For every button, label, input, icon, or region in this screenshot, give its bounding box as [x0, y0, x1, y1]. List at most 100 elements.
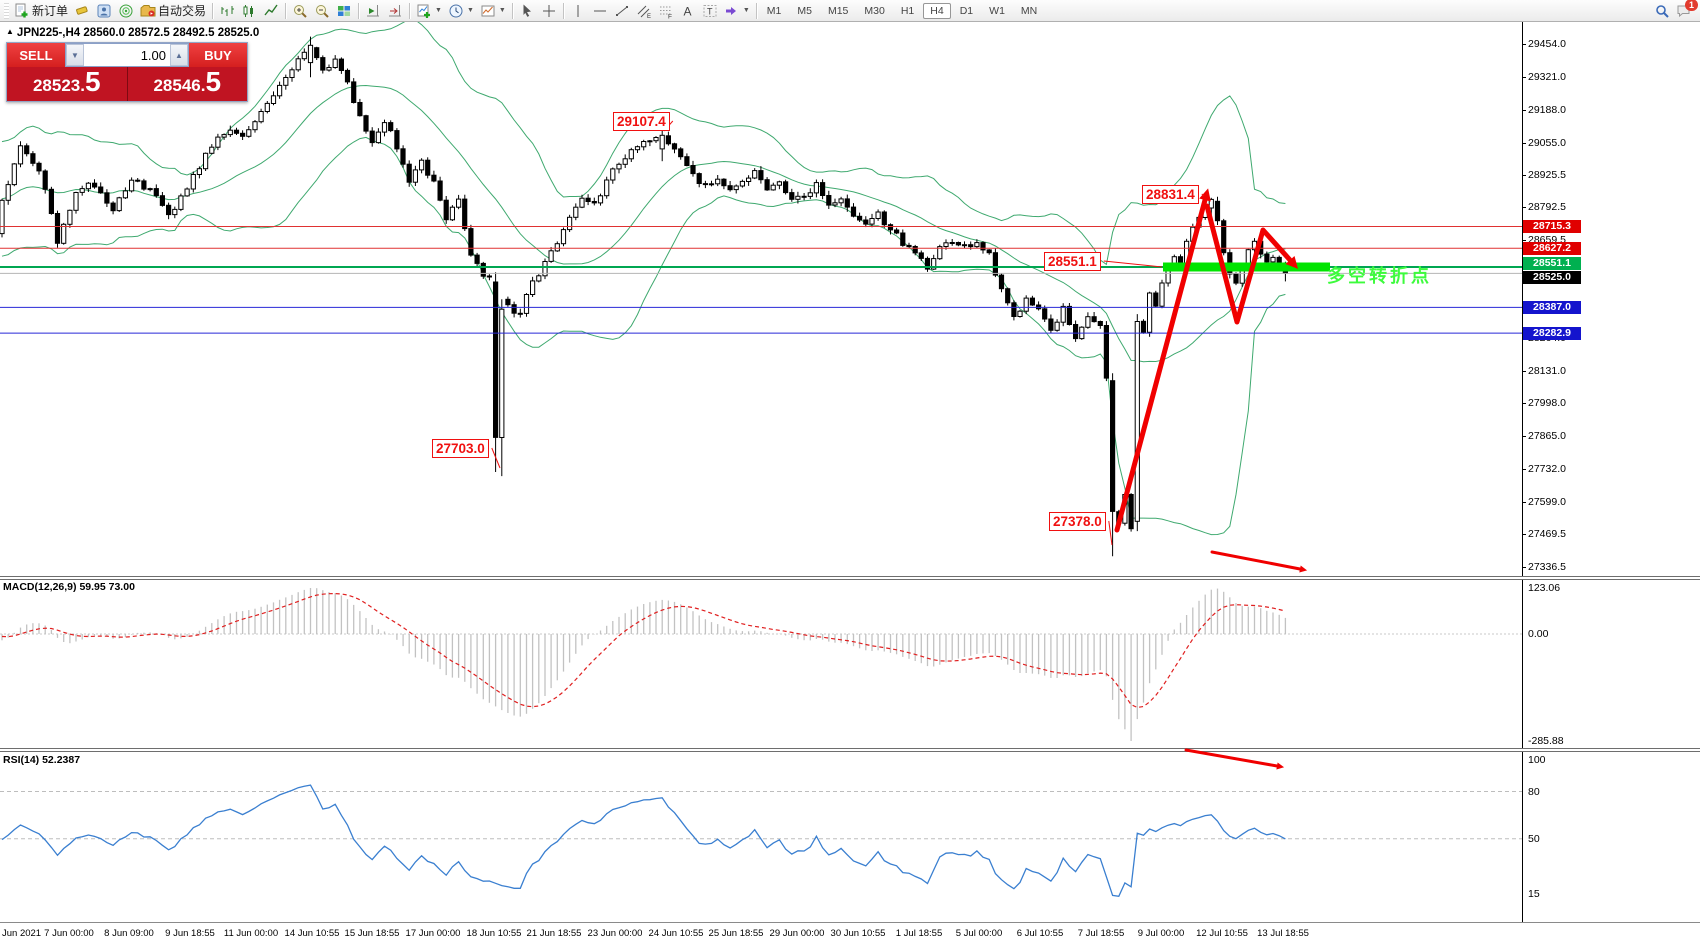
- time-tick-label: 25 Jun 18:55: [708, 928, 764, 939]
- eraser-icon: [76, 5, 88, 15]
- macd-histogram[interactable]: [1, 588, 1287, 741]
- autotrading-label: 自动交易: [158, 4, 207, 18]
- templates-button[interactable]: ▼: [477, 1, 509, 21]
- crosshair-tool[interactable]: [538, 1, 560, 21]
- rsi-scale-label: 50: [1528, 832, 1540, 845]
- market-watch-button[interactable]: [71, 1, 93, 21]
- time-tick-label: 30 Jun 10:55: [830, 928, 886, 939]
- vertical-line-tool[interactable]: [567, 1, 589, 21]
- price-callout[interactable]: 29107.4: [613, 112, 670, 131]
- indicators-icon: [417, 4, 431, 18]
- horizontal-level-lines[interactable]: [0, 226, 1522, 334]
- price-callout[interactable]: 27703.0: [432, 439, 489, 458]
- sell-price[interactable]: 28523. 5: [7, 67, 127, 101]
- candlestick-chart-button[interactable]: [238, 1, 260, 21]
- zoom-out-button[interactable]: [311, 1, 333, 21]
- price-tick-label: 28792.5: [1528, 201, 1566, 213]
- notifications-button[interactable]: 1: [1676, 0, 1698, 19]
- new-order-button[interactable]: 新订单: [11, 1, 71, 21]
- buy-button[interactable]: BUY: [189, 43, 247, 67]
- toolbar: 新订单 自动交易 ▼ ▼ ▼ E F A T ▼: [0, 0, 1700, 22]
- line-chart-icon: [264, 4, 278, 15]
- auto-scroll-button[interactable]: [362, 1, 384, 21]
- notification-count-badge: 1: [1684, 0, 1698, 11]
- timeframe-m30[interactable]: M30: [864, 4, 885, 17]
- price-callout[interactable]: 27378.0: [1049, 512, 1106, 531]
- equidistant-channel-tool[interactable]: E: [633, 1, 655, 21]
- axis-tick: [1522, 240, 1526, 241]
- text-label-icon: T: [703, 4, 717, 17]
- axis-tick: [1522, 77, 1526, 78]
- rsi-line[interactable]: [1, 784, 1286, 898]
- volume-increase-button[interactable]: ▲: [170, 44, 188, 66]
- chart-shift-icon: [389, 4, 402, 16]
- indicators-button[interactable]: ▼: [413, 1, 445, 21]
- price-callout[interactable]: 28551.1: [1044, 252, 1101, 271]
- tile-windows-button[interactable]: [333, 1, 355, 21]
- toolbar-grip[interactable]: [4, 2, 9, 19]
- timeframe-h4[interactable]: H4: [923, 2, 951, 19]
- timeframe-m5[interactable]: M5: [797, 4, 812, 17]
- price-tick-label: 27732.0: [1528, 463, 1566, 475]
- text-tool[interactable]: A: [677, 1, 699, 21]
- arrows-tool[interactable]: ▼: [721, 1, 753, 21]
- timeframe-w1[interactable]: W1: [989, 4, 1005, 17]
- price-level-badge: 28715.3: [1523, 220, 1581, 233]
- signal-button[interactable]: [115, 1, 137, 21]
- price-tick-label: 29188.0: [1528, 104, 1566, 116]
- chart-title: ▲ JPN225-,H4 28560.0 28572.5 28492.5 2852…: [6, 27, 260, 39]
- clock-icon: [449, 4, 463, 17]
- rsi-pane-canvas[interactable]: [0, 752, 1522, 922]
- bar-chart-button[interactable]: [216, 1, 238, 21]
- templates-icon: [481, 5, 495, 16]
- macd-signal-line[interactable]: [1, 592, 1286, 709]
- timeframe-d1[interactable]: D1: [959, 4, 974, 17]
- toolbar-separator: [562, 2, 564, 19]
- price-tick-label: 29321.0: [1528, 71, 1566, 83]
- periods-button[interactable]: ▼: [445, 1, 477, 21]
- timeframe-m1[interactable]: M1: [766, 4, 782, 17]
- horizontal-line-tool[interactable]: [589, 1, 611, 21]
- volume-input[interactable]: [84, 47, 170, 63]
- price-tick-label: 29055.0: [1528, 137, 1566, 149]
- price-level-badge: 28627.2: [1523, 242, 1581, 255]
- arrows-icon: [725, 6, 736, 15]
- turning-point-annotation[interactable]: 多空转折点: [1327, 266, 1432, 286]
- macd-scale-label: 123.06: [1528, 582, 1561, 594]
- sell-button[interactable]: SELL: [7, 43, 65, 67]
- autotrading-icon: [140, 4, 156, 16]
- chart-shift-button[interactable]: [384, 1, 406, 21]
- trendline-tool[interactable]: [611, 1, 633, 21]
- timeframe-m15[interactable]: M15: [827, 4, 849, 17]
- axis-tick: [1522, 110, 1526, 111]
- pane-divider-rsi[interactable]: [0, 748, 1700, 752]
- autotrading-button[interactable]: 自动交易: [137, 1, 209, 21]
- text-label-tool[interactable]: T: [699, 1, 721, 21]
- time-tick-label: 21 Jun 18:55: [526, 928, 582, 939]
- volume-decrease-button[interactable]: ▼: [66, 44, 84, 66]
- toolbar-separator: [409, 2, 411, 19]
- zoom-in-button[interactable]: [289, 1, 311, 21]
- price-callout[interactable]: 28831.4: [1142, 185, 1199, 204]
- profile-button[interactable]: [93, 1, 115, 21]
- collapse-triangle-icon[interactable]: ▲: [6, 27, 14, 36]
- main-chart-canvas[interactable]: [0, 22, 1522, 578]
- time-tick-label: 29 Jun 00:00: [769, 928, 825, 939]
- one-click-trade-panel: SELL ▼ ▲ BUY 28523.5 28546.5: [6, 42, 248, 102]
- rsi-label: RSI(14) 52.2387: [3, 754, 81, 766]
- line-chart-button[interactable]: [260, 1, 282, 21]
- dropdown-caret: ▼: [435, 7, 442, 14]
- timeframe-mn[interactable]: MN: [1020, 4, 1038, 17]
- axis-tick: [1522, 534, 1526, 535]
- axis-tick: [1522, 469, 1526, 470]
- timeframe-h1[interactable]: H1: [900, 4, 915, 17]
- search-icon[interactable]: [1654, 3, 1670, 19]
- fibonacci-tool[interactable]: F: [655, 1, 677, 21]
- macd-pane-canvas[interactable]: [0, 580, 1522, 750]
- pane-divider-macd[interactable]: [0, 576, 1700, 580]
- buy-price[interactable]: 28546. 5: [127, 67, 247, 101]
- axis-tick: [1522, 502, 1526, 503]
- cursor-tool[interactable]: [516, 1, 538, 21]
- time-axis[interactable]: Jun 2021 7 Jun 00:00 8 Jun 09:00 9 Jun 18:5…: [0, 922, 1700, 945]
- price-level-badge: 28387.0: [1523, 301, 1581, 314]
